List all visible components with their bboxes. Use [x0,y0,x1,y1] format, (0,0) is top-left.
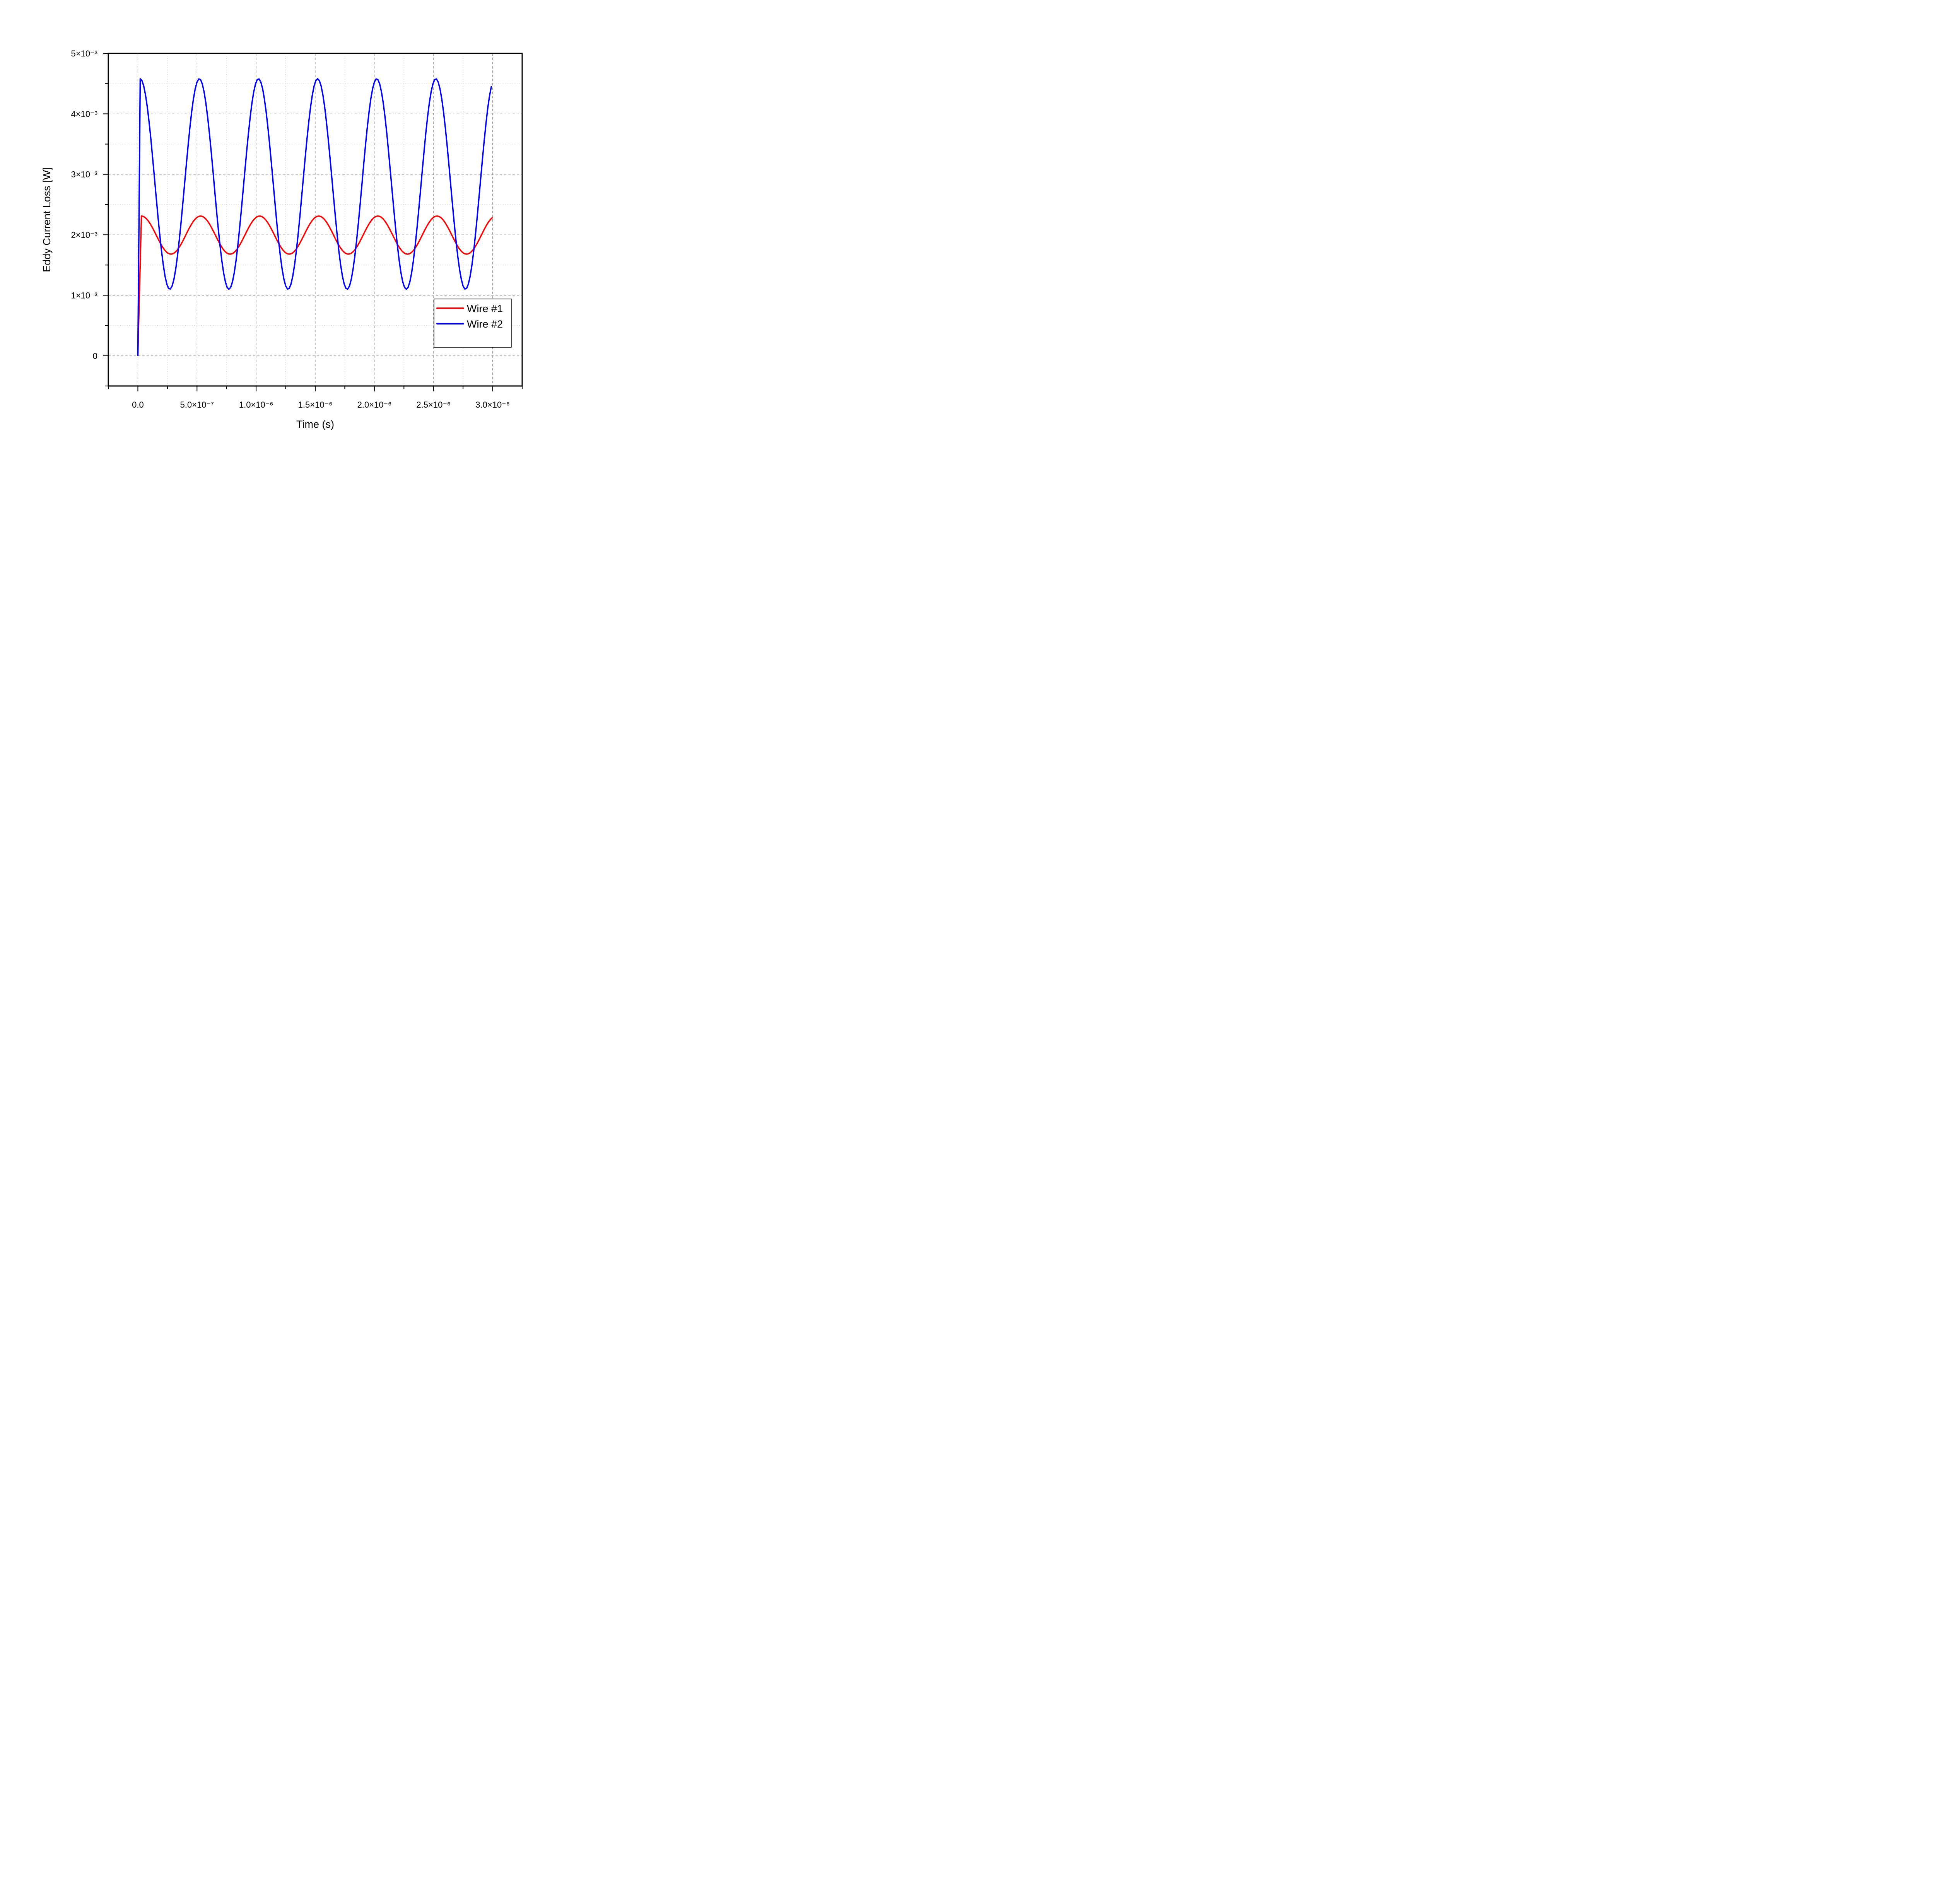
line-chart: 0.0 5.0×10⁻⁷ 1.0×10⁻⁶ 1.5×10⁻⁶ 2.0×10⁻⁶ 2.5×1… [41,49,523,430]
legend-label-wire-2: Wire #2 [467,318,503,330]
y-tick-label: 5×10⁻³ [71,49,98,58]
y-axis-title: Eddy Current Loss [W] [41,167,53,272]
y-tick-label: 1×10⁻³ [71,290,98,300]
x-tick-label: 2.5×10⁻⁶ [416,400,451,410]
y-axis-ticks: 0 1×10⁻³ 2×10⁻³ 3×10⁻³ 4×10⁻³ 5×10⁻³ [71,49,108,386]
y-tick-label: 2×10⁻³ [71,230,98,240]
y-tick-label: 3×10⁻³ [71,170,98,179]
y-tick-label: 4×10⁻³ [71,109,98,119]
legend-label-wire-1: Wire #1 [467,303,503,314]
x-tick-label: 3.0×10⁻⁶ [475,400,510,410]
x-tick-label: 1.0×10⁻⁶ [239,400,273,410]
x-axis-title: Time (s) [296,418,334,430]
x-tick-label: 2.0×10⁻⁶ [357,400,392,410]
x-tick-label: 5.0×10⁻⁷ [180,400,214,410]
y-tick-label: 0 [93,351,97,361]
series-line-wire-1 [137,215,493,356]
x-axis-ticks: 0.0 5.0×10⁻⁷ 1.0×10⁻⁶ 1.5×10⁻⁶ 2.0×10⁻⁶ 2.5×1… [108,386,523,410]
legend: Wire #1 Wire #2 [434,299,512,348]
x-tick-label: 1.5×10⁻⁶ [298,400,333,410]
x-tick-label: 0.0 [132,400,144,410]
series-line-wire-2 [137,78,492,356]
series-lines [137,78,493,356]
